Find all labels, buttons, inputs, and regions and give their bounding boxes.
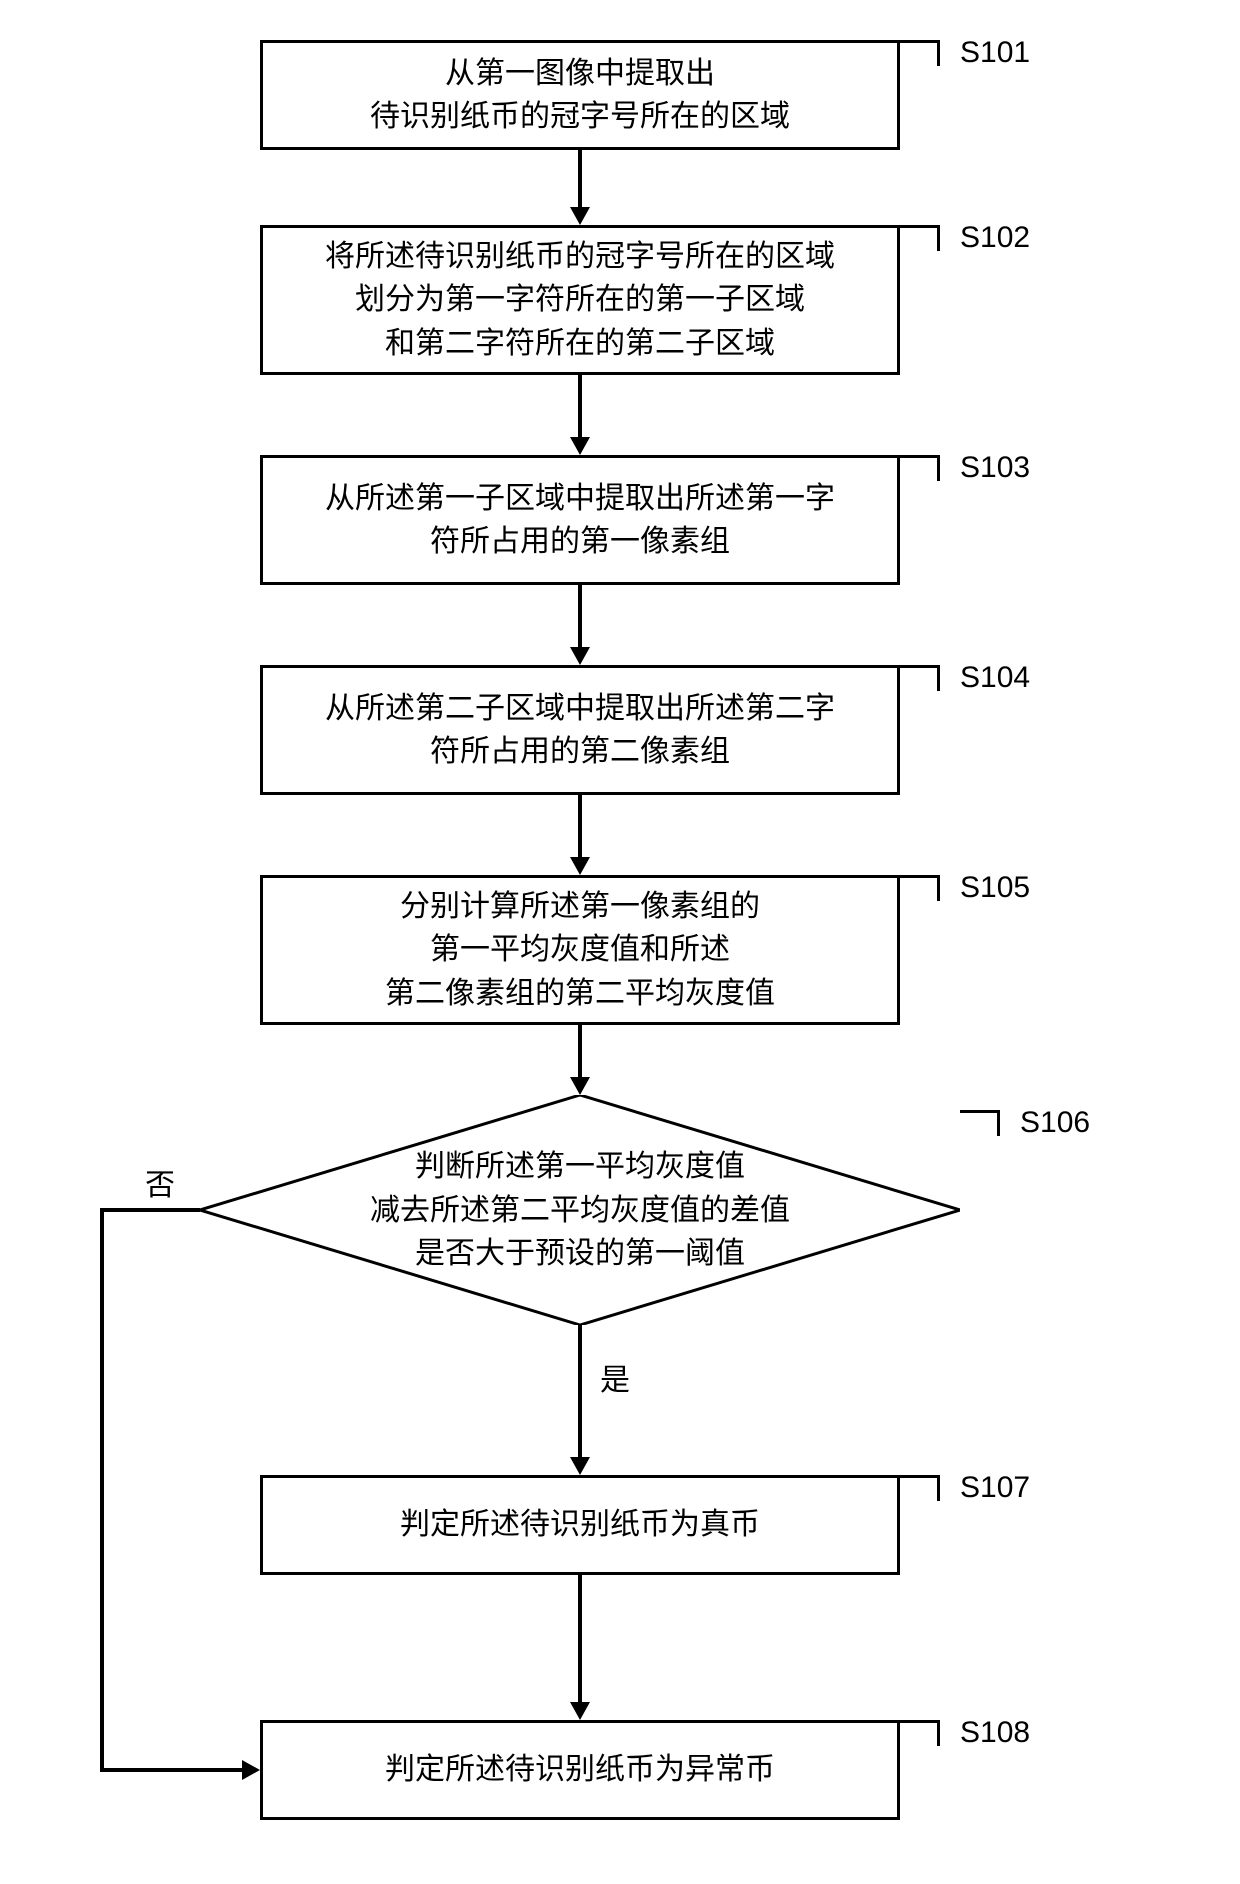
step-label-s101: S101: [960, 36, 1030, 70]
label-hook: [900, 225, 940, 251]
arrow: [578, 1575, 582, 1702]
step-text: 划分为第一字符所在的第一子区域: [355, 278, 805, 322]
decision-text: 是否大于预设的第一阈值: [200, 1232, 960, 1276]
label-hook: [960, 1110, 1000, 1136]
step-text: 从所述第一子区域中提取出所述第一字: [325, 477, 835, 521]
step-s108: 判定所述待识别纸币为异常币: [260, 1720, 900, 1820]
step-text: 判定所述待识别纸币为异常币: [385, 1748, 775, 1792]
step-text: 和第二字符所在的第二子区域: [385, 322, 775, 366]
arrow: [578, 1025, 582, 1077]
step-text: 将所述待识别纸币的冠字号所在的区域: [325, 235, 835, 279]
step-label-s102: S102: [960, 221, 1030, 255]
label-hook: [900, 40, 940, 66]
arrow-no-v: [100, 1208, 104, 1770]
step-label-s105: S105: [960, 871, 1030, 905]
label-hook: [900, 1475, 940, 1501]
arrow-yes: [578, 1325, 582, 1457]
arrow-head-icon: [242, 1760, 260, 1780]
decision-text: 减去所述第二平均灰度值的差值: [200, 1188, 960, 1232]
arrow-head-icon: [570, 857, 590, 875]
arrow-head-icon: [570, 1457, 590, 1475]
arrow-head-icon: [570, 1077, 590, 1095]
edge-label-yes: 是: [600, 1355, 630, 1399]
edge-label-no: 否: [145, 1160, 175, 1204]
step-label-s106: S106: [1020, 1106, 1090, 1140]
arrow: [578, 375, 582, 437]
step-label-s103: S103: [960, 451, 1030, 485]
flowchart: 从第一图像中提取出 待识别纸币的冠字号所在的区域 S101 将所述待识别纸币的冠…: [0, 0, 1240, 1884]
step-text: 待识别纸币的冠字号所在的区域: [370, 95, 790, 139]
arrow-head-icon: [570, 437, 590, 455]
step-text: 符所占用的第一像素组: [430, 520, 730, 564]
step-s105: 分别计算所述第一像素组的 第一平均灰度值和所述 第二像素组的第二平均灰度值: [260, 875, 900, 1025]
step-s107: 判定所述待识别纸币为真币: [260, 1475, 900, 1575]
decision-text: 判断所述第一平均灰度值: [200, 1145, 960, 1189]
arrow-head-icon: [570, 647, 590, 665]
step-label-s108: S108: [960, 1716, 1030, 1750]
step-text: 判定所述待识别纸币为真币: [400, 1503, 760, 1547]
decision-s106: 判断所述第一平均灰度值 减去所述第二平均灰度值的差值 是否大于预设的第一阈值: [200, 1095, 960, 1325]
step-label-s104: S104: [960, 661, 1030, 695]
step-s101: 从第一图像中提取出 待识别纸币的冠字号所在的区域: [260, 40, 900, 150]
arrow: [578, 150, 582, 207]
step-text: 第二像素组的第二平均灰度值: [385, 972, 775, 1016]
step-s103: 从所述第一子区域中提取出所述第一字 符所占用的第一像素组: [260, 455, 900, 585]
decision-text-wrap: 判断所述第一平均灰度值 减去所述第二平均灰度值的差值 是否大于预设的第一阈值: [200, 1145, 960, 1276]
arrow-head-icon: [570, 207, 590, 225]
step-text: 第一平均灰度值和所述: [430, 928, 730, 972]
step-text: 分别计算所述第一像素组的: [400, 885, 760, 929]
step-s102: 将所述待识别纸币的冠字号所在的区域 划分为第一字符所在的第一子区域 和第二字符所…: [260, 225, 900, 375]
arrow: [578, 795, 582, 857]
step-text: 从所述第二子区域中提取出所述第二字: [325, 687, 835, 731]
label-hook: [900, 665, 940, 691]
label-hook: [900, 1720, 940, 1746]
label-hook: [900, 875, 940, 901]
step-text: 从第一图像中提取出: [445, 52, 715, 96]
step-text: 符所占用的第二像素组: [430, 730, 730, 774]
arrow: [578, 585, 582, 647]
arrow-no-h2: [100, 1768, 242, 1772]
step-label-s107: S107: [960, 1471, 1030, 1505]
arrow-head-icon: [570, 1702, 590, 1720]
step-s104: 从所述第二子区域中提取出所述第二字 符所占用的第二像素组: [260, 665, 900, 795]
label-hook: [900, 455, 940, 481]
arrow-no-h1: [100, 1208, 200, 1212]
